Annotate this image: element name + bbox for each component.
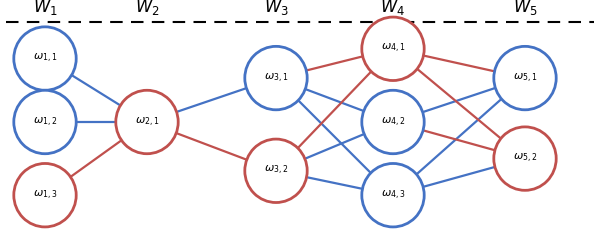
- Ellipse shape: [14, 163, 76, 227]
- Text: $W_2$: $W_2$: [134, 0, 160, 17]
- Ellipse shape: [494, 46, 556, 110]
- Text: $\omega_{2,1}$: $\omega_{2,1}$: [135, 115, 159, 129]
- Text: $\omega_{3,2}$: $\omega_{3,2}$: [264, 164, 288, 177]
- Ellipse shape: [494, 127, 556, 190]
- Ellipse shape: [245, 139, 307, 203]
- Ellipse shape: [116, 90, 178, 154]
- Text: $\omega_{4,2}$: $\omega_{4,2}$: [381, 115, 405, 129]
- Ellipse shape: [362, 90, 424, 154]
- Text: $\omega_{5,1}$: $\omega_{5,1}$: [513, 71, 537, 85]
- Ellipse shape: [245, 46, 307, 110]
- Text: $\omega_{3,1}$: $\omega_{3,1}$: [264, 71, 288, 85]
- Text: $\omega_{1,3}$: $\omega_{1,3}$: [33, 189, 57, 202]
- Text: $\omega_{1,1}$: $\omega_{1,1}$: [33, 52, 57, 65]
- Text: $W_3$: $W_3$: [263, 0, 289, 17]
- Text: $\omega_{1,2}$: $\omega_{1,2}$: [33, 115, 57, 129]
- Text: $W_1$: $W_1$: [32, 0, 58, 17]
- Ellipse shape: [14, 90, 76, 154]
- Ellipse shape: [362, 163, 424, 227]
- Text: $\omega_{5,2}$: $\omega_{5,2}$: [513, 152, 537, 165]
- Text: $W_5$: $W_5$: [512, 0, 538, 17]
- Ellipse shape: [362, 17, 424, 81]
- Text: $\omega_{4,3}$: $\omega_{4,3}$: [381, 189, 405, 202]
- Text: $W_4$: $W_4$: [380, 0, 406, 17]
- Ellipse shape: [14, 27, 76, 90]
- Text: $\omega_{4,1}$: $\omega_{4,1}$: [381, 42, 405, 55]
